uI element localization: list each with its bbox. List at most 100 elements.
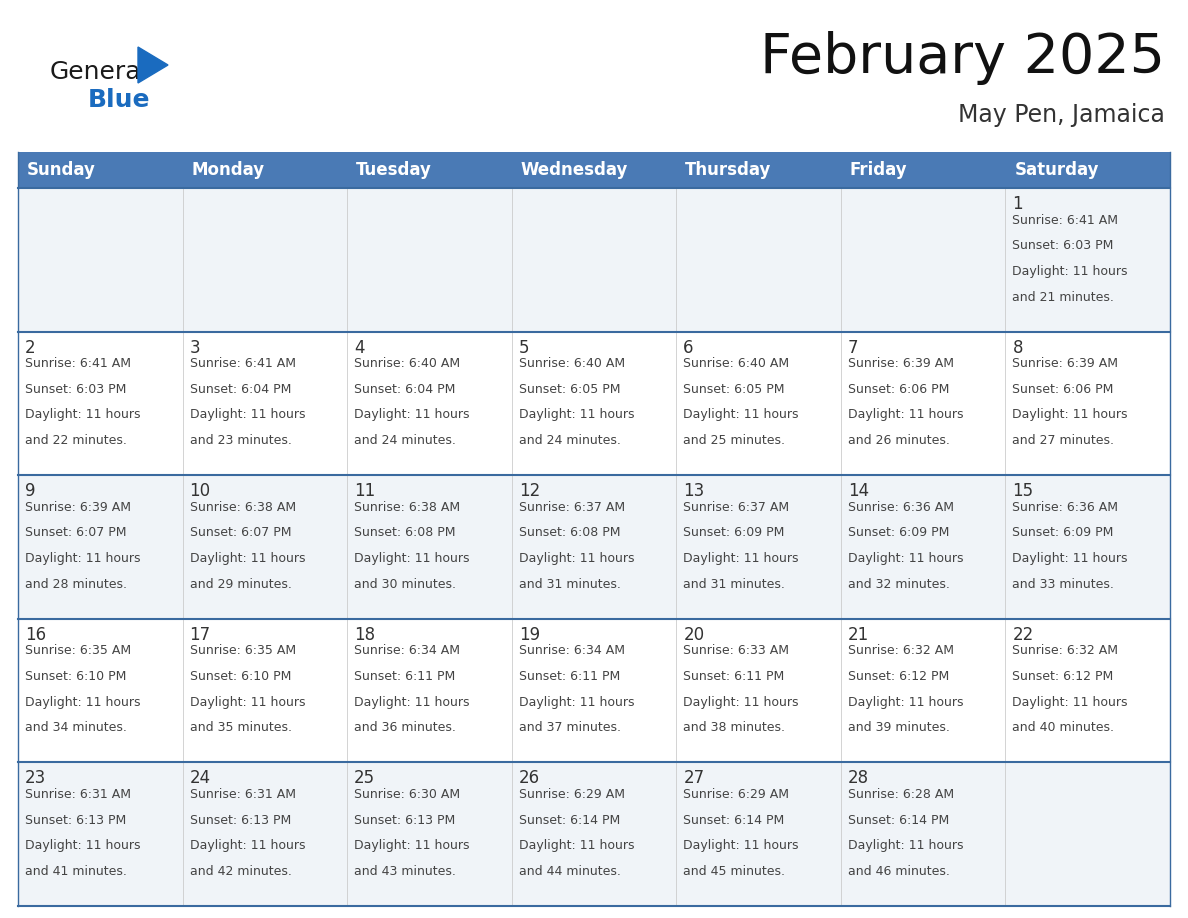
Text: and 25 minutes.: and 25 minutes. xyxy=(683,434,785,447)
Bar xyxy=(676,476,841,619)
Text: 1: 1 xyxy=(1012,195,1023,213)
Text: Sunrise: 6:32 AM: Sunrise: 6:32 AM xyxy=(848,644,954,657)
Text: and 26 minutes.: and 26 minutes. xyxy=(848,434,949,447)
Text: and 37 minutes.: and 37 minutes. xyxy=(519,722,620,734)
Text: 6: 6 xyxy=(683,339,694,356)
Text: and 46 minutes.: and 46 minutes. xyxy=(848,865,949,878)
Text: Sunset: 6:09 PM: Sunset: 6:09 PM xyxy=(683,526,784,540)
Text: Sunset: 6:10 PM: Sunset: 6:10 PM xyxy=(190,670,291,683)
Text: Sunrise: 6:41 AM: Sunrise: 6:41 AM xyxy=(190,357,296,370)
Bar xyxy=(18,188,183,331)
Text: and 32 minutes.: and 32 minutes. xyxy=(848,577,949,591)
Bar xyxy=(1005,476,1170,619)
Bar xyxy=(18,152,183,188)
Text: Daylight: 11 hours: Daylight: 11 hours xyxy=(354,409,469,421)
Bar xyxy=(18,763,183,906)
Text: Sunrise: 6:29 AM: Sunrise: 6:29 AM xyxy=(683,788,789,800)
Text: and 34 minutes.: and 34 minutes. xyxy=(25,722,127,734)
Text: Daylight: 11 hours: Daylight: 11 hours xyxy=(1012,265,1127,278)
Text: 27: 27 xyxy=(683,769,704,788)
Text: Sunset: 6:13 PM: Sunset: 6:13 PM xyxy=(354,813,455,826)
Bar xyxy=(18,331,183,476)
Text: General: General xyxy=(50,60,148,84)
Text: Sunrise: 6:36 AM: Sunrise: 6:36 AM xyxy=(848,500,954,514)
Text: Friday: Friday xyxy=(849,161,908,179)
Text: Sunset: 6:03 PM: Sunset: 6:03 PM xyxy=(1012,240,1114,252)
Text: Tuesday: Tuesday xyxy=(356,161,432,179)
Bar xyxy=(841,188,1005,331)
Text: Sunset: 6:12 PM: Sunset: 6:12 PM xyxy=(1012,670,1113,683)
Text: Daylight: 11 hours: Daylight: 11 hours xyxy=(1012,696,1127,709)
Bar xyxy=(347,331,512,476)
Text: and 42 minutes.: and 42 minutes. xyxy=(190,865,291,878)
Text: and 24 minutes.: and 24 minutes. xyxy=(519,434,620,447)
Text: 4: 4 xyxy=(354,339,365,356)
Text: and 39 minutes.: and 39 minutes. xyxy=(848,722,949,734)
Bar xyxy=(347,763,512,906)
Text: 21: 21 xyxy=(848,626,870,644)
Text: 20: 20 xyxy=(683,626,704,644)
Bar xyxy=(183,476,347,619)
Text: Sunrise: 6:40 AM: Sunrise: 6:40 AM xyxy=(683,357,789,370)
Text: Sunset: 6:05 PM: Sunset: 6:05 PM xyxy=(519,383,620,396)
Text: Sunrise: 6:40 AM: Sunrise: 6:40 AM xyxy=(354,357,460,370)
Bar xyxy=(676,188,841,331)
Text: Sunset: 6:03 PM: Sunset: 6:03 PM xyxy=(25,383,126,396)
Text: Wednesday: Wednesday xyxy=(520,161,628,179)
Bar xyxy=(512,763,676,906)
Text: Daylight: 11 hours: Daylight: 11 hours xyxy=(1012,409,1127,421)
Text: Sunset: 6:11 PM: Sunset: 6:11 PM xyxy=(354,670,455,683)
Text: Sunrise: 6:34 AM: Sunrise: 6:34 AM xyxy=(519,644,625,657)
Text: 16: 16 xyxy=(25,626,46,644)
Text: and 27 minutes.: and 27 minutes. xyxy=(1012,434,1114,447)
Text: 17: 17 xyxy=(190,626,210,644)
Text: Daylight: 11 hours: Daylight: 11 hours xyxy=(354,839,469,852)
Text: Daylight: 11 hours: Daylight: 11 hours xyxy=(519,409,634,421)
Text: Sunset: 6:13 PM: Sunset: 6:13 PM xyxy=(25,813,126,826)
Text: Sunset: 6:14 PM: Sunset: 6:14 PM xyxy=(683,813,784,826)
Text: Daylight: 11 hours: Daylight: 11 hours xyxy=(848,552,963,565)
Text: Sunset: 6:13 PM: Sunset: 6:13 PM xyxy=(190,813,291,826)
Text: 19: 19 xyxy=(519,626,539,644)
Text: Monday: Monday xyxy=(191,161,265,179)
Text: Daylight: 11 hours: Daylight: 11 hours xyxy=(519,552,634,565)
Text: and 28 minutes.: and 28 minutes. xyxy=(25,577,127,591)
Text: Sunrise: 6:39 AM: Sunrise: 6:39 AM xyxy=(25,500,131,514)
Text: 23: 23 xyxy=(25,769,46,788)
Bar xyxy=(841,763,1005,906)
Text: Sunset: 6:14 PM: Sunset: 6:14 PM xyxy=(519,813,620,826)
Text: Sunset: 6:11 PM: Sunset: 6:11 PM xyxy=(683,670,784,683)
Text: and 31 minutes.: and 31 minutes. xyxy=(683,577,785,591)
Text: 9: 9 xyxy=(25,482,36,500)
Text: Sunrise: 6:29 AM: Sunrise: 6:29 AM xyxy=(519,788,625,800)
Text: Sunrise: 6:40 AM: Sunrise: 6:40 AM xyxy=(519,357,625,370)
Text: Daylight: 11 hours: Daylight: 11 hours xyxy=(354,696,469,709)
Bar xyxy=(347,476,512,619)
Bar xyxy=(347,619,512,763)
Text: 26: 26 xyxy=(519,769,539,788)
Text: May Pen, Jamaica: May Pen, Jamaica xyxy=(959,103,1165,127)
Bar xyxy=(676,331,841,476)
Text: 13: 13 xyxy=(683,482,704,500)
Text: and 31 minutes.: and 31 minutes. xyxy=(519,577,620,591)
Text: Daylight: 11 hours: Daylight: 11 hours xyxy=(683,552,798,565)
Bar xyxy=(676,619,841,763)
Text: Daylight: 11 hours: Daylight: 11 hours xyxy=(683,839,798,852)
Text: Sunrise: 6:32 AM: Sunrise: 6:32 AM xyxy=(1012,644,1118,657)
Text: Sunrise: 6:31 AM: Sunrise: 6:31 AM xyxy=(25,788,131,800)
Text: Sunrise: 6:38 AM: Sunrise: 6:38 AM xyxy=(354,500,460,514)
Text: and 43 minutes.: and 43 minutes. xyxy=(354,865,456,878)
Text: Daylight: 11 hours: Daylight: 11 hours xyxy=(848,696,963,709)
Bar xyxy=(512,188,676,331)
Text: 3: 3 xyxy=(190,339,201,356)
Text: 25: 25 xyxy=(354,769,375,788)
Bar xyxy=(841,476,1005,619)
Text: Daylight: 11 hours: Daylight: 11 hours xyxy=(519,839,634,852)
Polygon shape xyxy=(138,47,168,83)
Text: Sunrise: 6:38 AM: Sunrise: 6:38 AM xyxy=(190,500,296,514)
Text: Sunset: 6:09 PM: Sunset: 6:09 PM xyxy=(848,526,949,540)
Bar xyxy=(676,763,841,906)
Text: 2: 2 xyxy=(25,339,36,356)
Text: Sunset: 6:06 PM: Sunset: 6:06 PM xyxy=(1012,383,1114,396)
Text: Sunset: 6:06 PM: Sunset: 6:06 PM xyxy=(848,383,949,396)
